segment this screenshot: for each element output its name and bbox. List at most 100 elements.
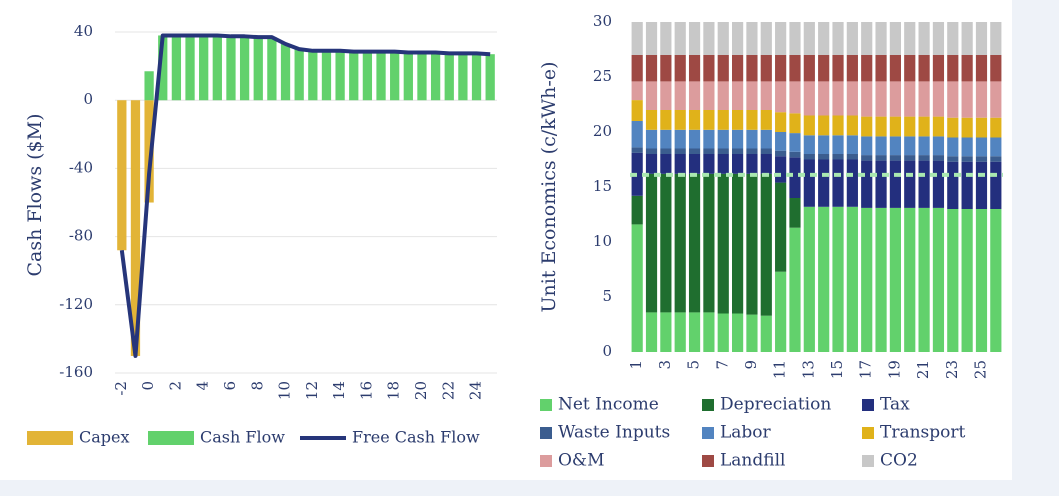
bar-segment [875,160,887,208]
bar-segment [818,22,830,55]
bar-segment [932,22,945,55]
bar-segment [789,157,801,198]
bar-segment [775,22,787,55]
bar-segment [846,135,858,154]
bar-segment [631,195,643,225]
bar-segment [645,110,658,130]
bar-segment [688,312,701,352]
bar [403,52,413,101]
legend-swatch [862,399,874,411]
bar-segment [990,81,1002,118]
bar-segment [875,22,887,55]
bar-segment [990,161,1002,209]
bar-segment [746,22,758,55]
y-tick-label: 5 [602,287,612,305]
bar-segment [932,81,945,117]
bar-segment [746,81,758,110]
legend-label: Labor [720,423,772,443]
bar-segment [889,55,901,82]
bar-segment [990,209,1002,352]
legend-swatch [862,427,874,439]
bar-segment [975,55,988,82]
bar-segment [703,22,715,55]
legend-label: Capex [79,428,130,447]
bar-segment [947,209,959,352]
bar-segment [861,116,873,137]
bar-segment [875,116,887,137]
bar-segment [803,154,815,160]
line [119,33,491,358]
x-tick-label: 12 [303,381,321,400]
x-tick-label: 22 [439,381,457,400]
bar-segment [961,209,973,352]
bar [253,37,263,101]
legend-swatch [27,431,73,445]
bar-segment [904,136,916,156]
bar-segment [932,136,945,156]
x-tick-label: 7 [713,360,731,370]
bar-segment [645,55,658,82]
bar-segment [961,22,973,55]
bar-segment [918,22,930,55]
x-tick-label: 8 [248,381,266,391]
bar-segment [631,100,643,121]
bar [349,51,359,101]
bar-segment [732,313,744,352]
y-tick-label: 20 [593,122,612,140]
bar-segment [732,129,744,149]
bar-segment [990,22,1002,55]
x-tick-label: 16 [357,381,375,400]
bar [212,35,222,101]
bar-segment [961,117,973,138]
bar-segment [645,148,658,154]
bar-segment [904,55,916,82]
bar-segment [947,117,959,138]
bar-segment [645,312,658,352]
bar-segment [947,55,959,82]
bar-segment [904,81,916,117]
x-tick-label: 14 [330,381,348,400]
legend-label: O&M [558,451,604,471]
bar-segment [717,173,729,314]
bar-segment [803,159,815,207]
bar-segment [904,22,916,55]
bar-segment [660,129,672,149]
bar-segment [875,81,887,117]
bar-segment [990,55,1002,82]
y-tick-label: -160 [59,363,93,381]
bar-segment [660,110,672,130]
bar-segment [746,314,758,352]
x-tick-label: 11 [771,360,789,379]
legend-label: Landfill [720,451,785,471]
bar-segment [688,148,701,154]
bar-segment [904,160,916,208]
bar-segment [904,116,916,137]
bar-segment [746,110,758,130]
bar-segment [703,55,715,82]
x-tick-label: 0 [139,381,157,391]
bar-segment [746,129,758,149]
y-tick-label: 15 [593,177,612,195]
legend-swatch [702,399,714,411]
bar-segment [918,55,930,82]
legend-swatch [148,431,194,445]
bar-segment [717,313,729,352]
bar-segment [932,55,945,82]
legend-label: Depreciation [720,395,831,415]
bar-segment [688,110,701,130]
bar-segment [975,161,988,209]
bar-segment [875,207,887,352]
legend-label: Transport [880,423,966,443]
bar-segment [703,110,715,130]
x-tick-label: 6 [221,381,239,391]
bar-segment [889,155,901,161]
bar-segment [947,156,959,162]
x-tick-label: -2 [112,381,130,396]
bar-segment [732,55,744,82]
bar-segment [760,110,772,130]
legend-swatch [540,399,552,411]
bar-segment [775,112,787,132]
bar-segment [975,209,988,352]
bar-segment [674,55,686,82]
bar-segment [703,129,715,149]
